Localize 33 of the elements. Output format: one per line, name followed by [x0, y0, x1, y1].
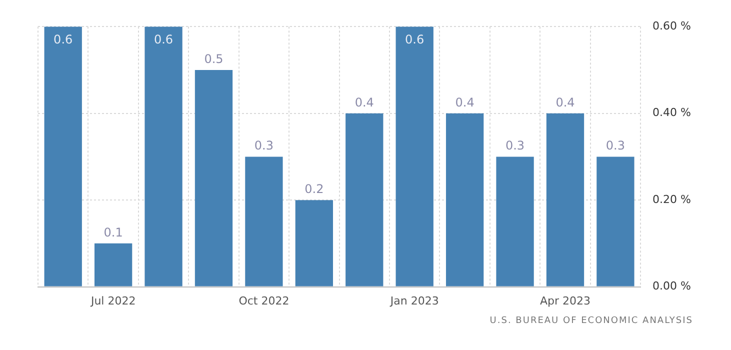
bar [396, 26, 434, 286]
data-label: 0.6 [405, 32, 424, 47]
x-tick-label: Jul 2022 [90, 294, 136, 308]
bar [496, 156, 534, 286]
data-label: 0.6 [54, 32, 73, 47]
bar [596, 156, 634, 286]
x-tick-label: Jan 2023 [389, 294, 439, 308]
bar [295, 200, 334, 286]
x-tick-label: Oct 2022 [238, 294, 290, 308]
data-label: 0.4 [354, 95, 374, 110]
data-label: 0.3 [254, 138, 274, 153]
bar [546, 113, 584, 286]
bar [194, 70, 233, 286]
y-tick-label: 0.60 % [652, 19, 692, 32]
bar [144, 26, 182, 286]
y-tick-label: 0.00 % [652, 280, 692, 293]
data-label: 0.4 [556, 95, 575, 110]
data-label: 0.3 [505, 138, 525, 153]
y-tick-label: 0.40 % [652, 106, 692, 120]
x-tick-label: Apr 2023 [540, 294, 591, 308]
bar [446, 113, 484, 286]
bar [94, 243, 132, 286]
data-label: 0.5 [204, 52, 224, 66]
bar [346, 113, 384, 286]
y-tick-label: 0.20 % [652, 192, 692, 206]
data-label: 0.1 [104, 225, 123, 240]
data-label: 0.2 [304, 182, 324, 196]
text: U.S. BUREAU OF ECONOMIC ANALYSIS [488, 316, 694, 326]
data-label: 0.4 [455, 95, 474, 110]
data-label: 0.6 [154, 32, 174, 47]
bar [245, 156, 283, 286]
bar [44, 26, 82, 286]
data-label: 0.3 [606, 138, 625, 153]
